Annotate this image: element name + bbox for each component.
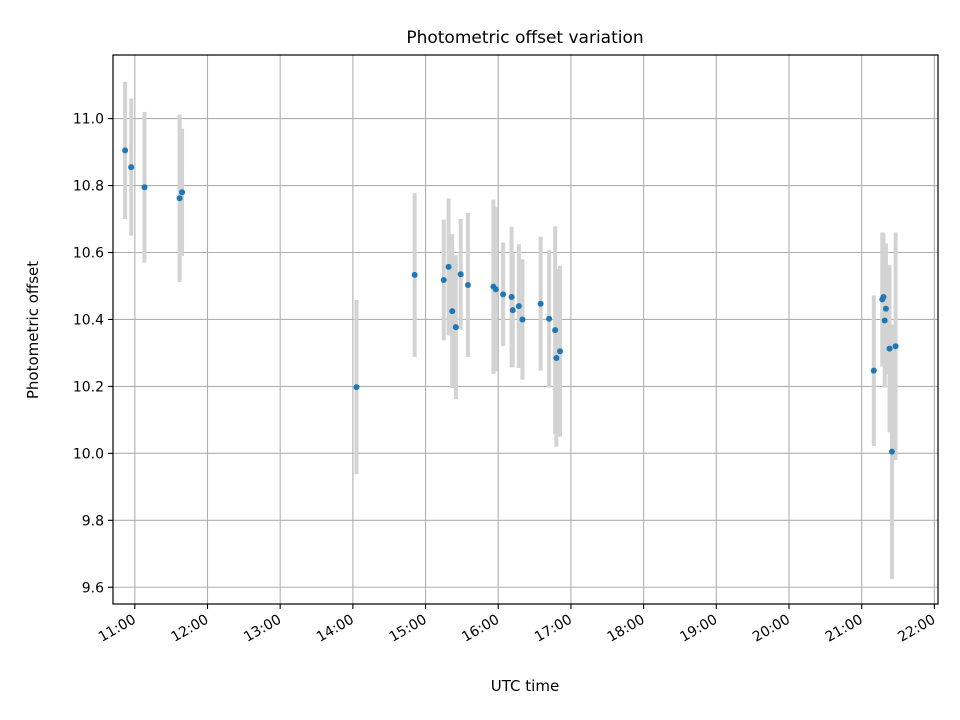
data-point (508, 294, 515, 301)
data-point (870, 367, 877, 374)
data-point (509, 307, 516, 314)
data-point (882, 305, 889, 312)
data-point (452, 324, 459, 331)
data-point (179, 189, 186, 196)
data-point (886, 345, 893, 352)
y-tick-label: 10.8 (73, 179, 104, 195)
grid-lines (113, 55, 938, 604)
data-point (515, 303, 522, 310)
y-tick-label: 9.6 (82, 580, 104, 596)
data-point (880, 294, 887, 301)
chart-title: Photometric offset variation (406, 28, 643, 48)
data-point (537, 300, 544, 307)
data-point (519, 316, 526, 323)
data-point (457, 271, 464, 278)
data-point (500, 291, 507, 298)
data-point (892, 343, 899, 350)
data-point (128, 164, 135, 171)
data-point (449, 308, 456, 315)
y-tick-label: 10.4 (73, 312, 104, 328)
data-point (553, 354, 560, 361)
y-tick-label: 10.2 (73, 379, 104, 395)
y-tick-label: 9.8 (82, 513, 104, 529)
y-tick-label: 10.0 (73, 446, 104, 462)
data-point (464, 281, 471, 288)
data-point (176, 195, 183, 202)
data-point (445, 263, 452, 270)
data-point (141, 184, 148, 191)
data-point (546, 315, 553, 322)
data-point (122, 147, 129, 154)
data-points (122, 147, 899, 455)
data-point (353, 384, 360, 391)
data-point (881, 317, 888, 324)
x-axis-label: UTC time (491, 677, 559, 695)
y-axis-label: Photometric offset (24, 261, 42, 399)
data-point (411, 271, 418, 278)
data-point (888, 448, 895, 455)
data-point (557, 348, 564, 355)
y-tick-label: 10.6 (73, 246, 104, 262)
data-point (440, 276, 447, 283)
axes-frame (112, 54, 939, 605)
data-point (492, 286, 499, 293)
y-axis-ticks: 9.6 9.8 10.0 10.2 10.4 10.6 10.8 11.0 (73, 112, 113, 596)
data-point (552, 327, 559, 334)
y-tick-label: 11.0 (73, 112, 104, 128)
